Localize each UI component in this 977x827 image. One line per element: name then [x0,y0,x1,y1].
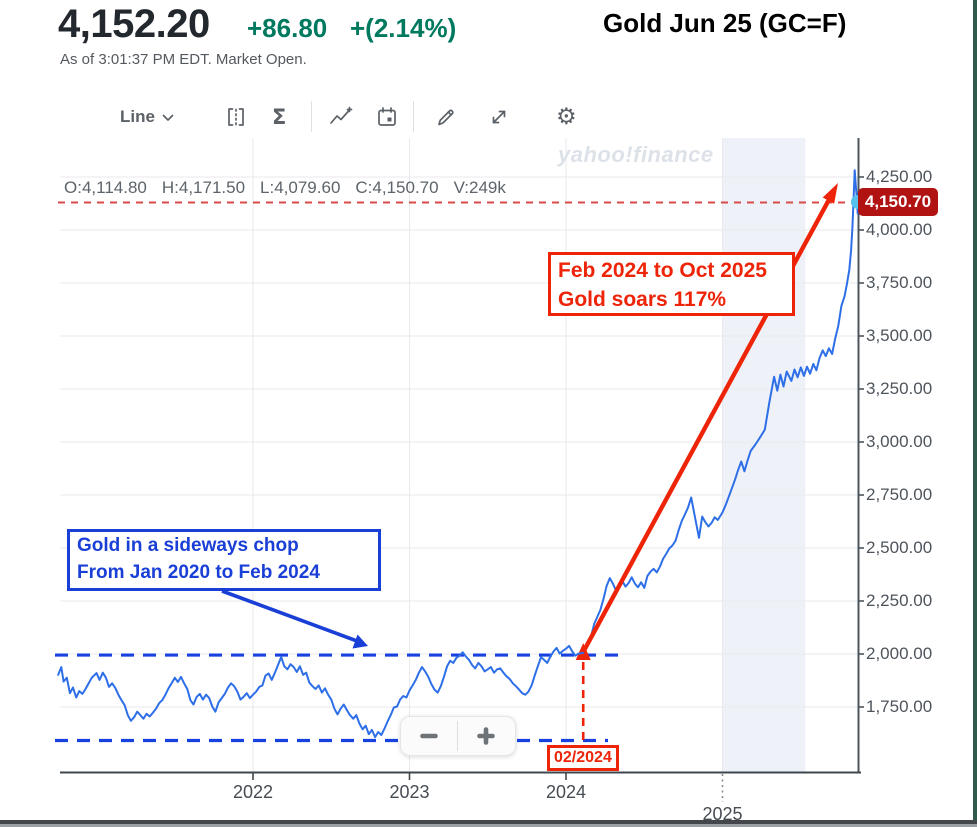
pencil-icon[interactable] [434,102,458,132]
y-tick-label: 3,000.00 [866,432,933,451]
annotation-line: From Jan 2020 to Feb 2024 [77,561,320,583]
expand-icon[interactable] [487,102,511,132]
y-tick-label: 2,250.00 [866,591,933,610]
last-price-badge: 4,150.70 [858,188,938,216]
ohlc-close: C:4,150.70 [355,178,439,197]
y-tick-label: 2,500.00 [866,538,933,557]
minus-icon [420,733,438,739]
y-tick-label: 2,750.00 [866,485,933,504]
page-title: Gold Jun 25 (GC=F) [603,8,847,38]
ohlc-open: O:4,114.80 [64,178,147,197]
current-period-band [722,138,806,772]
ohlc-readout: O:4,114.80 H:4,171.50 L:4,079.60 C:4,150.70… [64,178,521,198]
interval-icon[interactable] [224,102,248,132]
indicators-icon[interactable] [328,102,354,132]
x-tick-label: 2023 [389,782,430,802]
window-right-edge [973,0,977,827]
price-change: +86.80 [247,13,328,43]
zoom-control [400,716,516,756]
annotation-line: Feb 2024 to Oct 2025 [558,259,767,282]
price-change-percent: +(2.14%) [350,13,457,43]
toolbar-divider [311,101,312,132]
chart-type-label: Line [120,107,155,126]
x-tick-label: 2022 [232,782,274,802]
y-tick-label: 3,500.00 [866,326,933,345]
ohlc-high: H:4,171.50 [161,178,246,197]
annotation-line: Gold in a sideways chop [77,535,299,556]
red-arrowhead [822,183,838,204]
y-tick-label: 1,750.00 [866,697,933,716]
zoom-control-divider [457,721,458,751]
date-flag-label: 02/2024 [547,745,619,771]
y-tick-label: 4,000.00 [866,220,933,239]
yahoo-finance-watermark: yahoo!finance [558,142,714,167]
chevron-down-icon [162,107,174,127]
y-tick-label: 3,250.00 [866,379,933,398]
blue-arrowhead [352,634,368,649]
zoom-in-button[interactable] [458,717,514,755]
zoom-out-button[interactable] [401,717,457,755]
window-bottom-edge-shadow [0,824,977,827]
ohlc-low: L:4,079.60 [260,178,341,197]
y-tick-label: 2,000.00 [866,644,933,663]
y-tick-label: 4,250.00 [866,167,933,186]
x-tick-label: 2024 [545,782,587,802]
gear-icon[interactable]: ⚙ [556,104,577,130]
calendar-icon[interactable] [375,102,399,132]
blue-arrow-shaft [221,589,358,643]
toolbar-divider [413,101,414,132]
window-bottom-edge [0,820,977,824]
last-price: 4,152.20 [58,2,210,46]
x-tick-label: 2025 [702,804,743,824]
y-tick-label: 3,750.00 [866,273,933,292]
ohlc-volume: V:249k [453,178,506,197]
annotation-line: Gold soars 117% [558,288,727,312]
price-line [57,169,863,739]
as-of-timestamp: As of 3:01:37 PM EDT. Market Open. [60,51,307,68]
sigma-icon[interactable]: Σ [272,105,287,129]
chart-type-dropdown[interactable]: Line [120,102,174,132]
sideways-chop-annotation: Gold in a sideways chop From Jan 2020 to… [67,529,381,591]
plus-icon [477,727,495,745]
gold-soars-annotation: Feb 2024 to Oct 2025 Gold soars 117% [548,252,795,316]
